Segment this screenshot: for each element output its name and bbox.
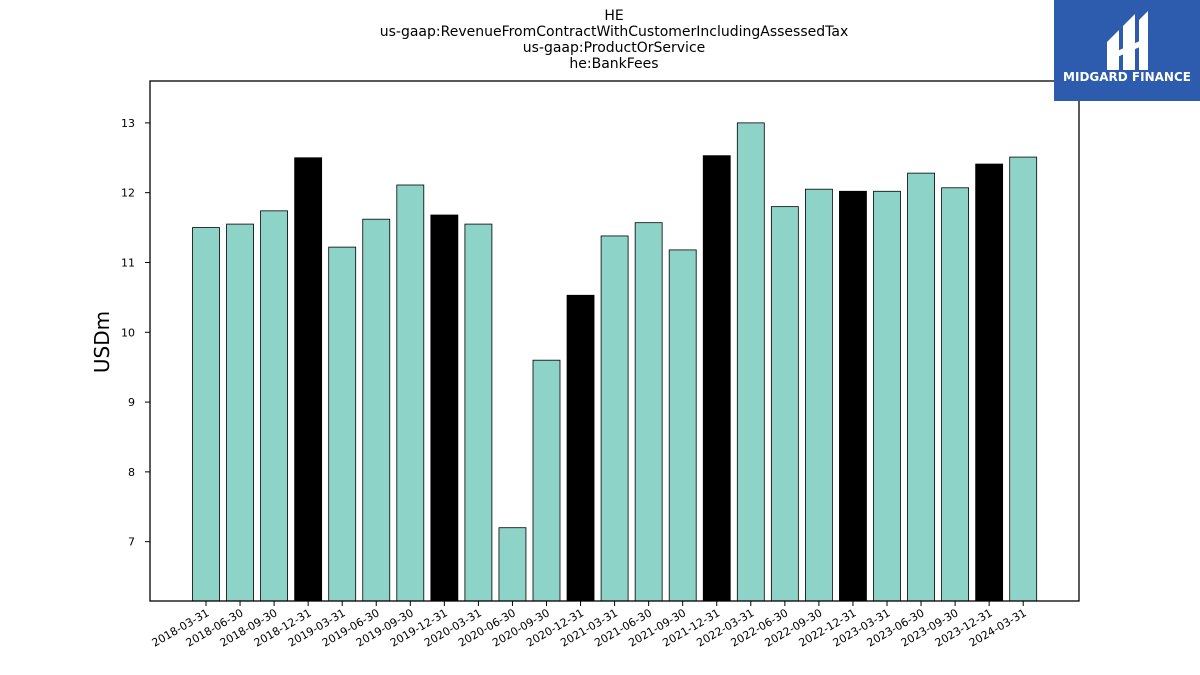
bar-2023-09-30 [941,187,969,602]
bar-2023-06-30 [907,172,935,602]
bar-2019-03-31 [328,246,357,602]
bar-2022-03-31 [736,122,765,602]
bar-2021-06-30 [634,222,663,602]
midgard-finance-logo: MIDGARD FINANCE [1054,0,1200,101]
bar-2020-09-30 [532,359,561,602]
bar-2022-09-30 [805,188,833,602]
y-tick-label: 7 [128,536,135,549]
bar-2021-12-31 [702,155,731,602]
x-axis: 2018-03-312018-06-302018-09-302018-12-31… [150,601,1029,650]
y-tick-label: 11 [121,256,135,269]
bar-2019-06-30 [362,218,391,602]
bar-2021-09-30 [668,249,697,602]
bar-2023-12-31 [975,163,1004,602]
y-axis-label: USDm [90,311,114,373]
bar-2020-03-31 [464,223,493,602]
bar-2019-12-31 [430,214,459,602]
y-tick-label: 9 [128,396,135,409]
chart-title-line-3: us-gaap:ProductOrService [523,40,706,56]
bar-2019-09-30 [396,184,425,602]
logo-mark-icon [1107,11,1148,70]
y-tick-label: 8 [128,466,135,479]
chart-title-line-2: us-gaap:RevenueFromContractWithCustomerI… [380,24,849,40]
plot-frame [149,80,1080,602]
logo-text: MIDGARD FINANCE [1063,70,1191,84]
bar-2018-12-31 [294,157,323,602]
chart-title: HE us-gaap:RevenueFromContractWithCustom… [380,8,849,72]
bar-2024-03-31 [1009,156,1038,602]
y-axis: 7 8 9 10 11 12 13 [121,117,150,549]
y-tick-label: 13 [121,117,135,130]
chart-title-line-4: he:BankFees [569,56,658,72]
bar-2018-06-30 [226,223,254,602]
y-tick-label: 12 [121,187,135,200]
chart-title-line-1: HE [604,8,623,24]
bar-2018-09-30 [260,210,289,602]
bar-2023-03-31 [873,190,901,602]
bar-2022-12-31 [839,190,867,602]
bar-2022-06-30 [770,206,799,602]
bar-2020-12-31 [566,294,595,602]
y-tick-label: 10 [121,326,135,339]
bar-2021-03-31 [600,235,629,602]
bars [192,122,1038,602]
bar-2018-03-31 [192,227,220,602]
bar-2020-06-30 [498,527,527,602]
